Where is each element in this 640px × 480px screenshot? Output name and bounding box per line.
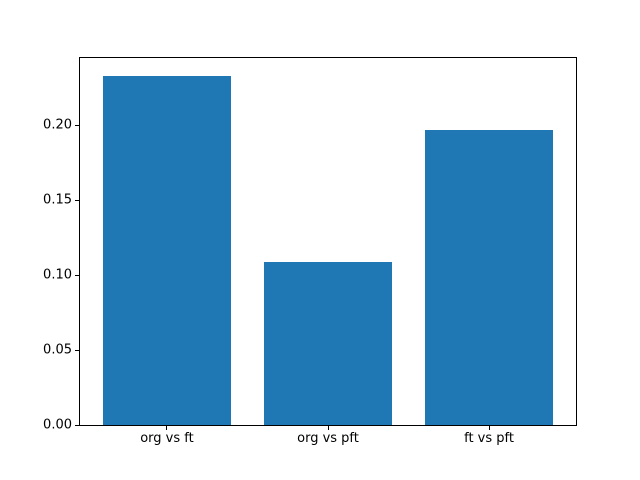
x-tick-label-ft-vs-pft: ft vs pft — [464, 431, 514, 446]
plot-area: 0.00 0.05 0.10 0.15 0.20 org vs ft org vs pft… — [43, 57, 577, 445]
y-tick-mark — [75, 349, 79, 351]
y-tick-mark — [75, 274, 79, 276]
bar-org-vs-pft — [263, 261, 393, 425]
bar-org-vs-ft — [102, 75, 232, 425]
y-tick-label: 0.10 — [43, 267, 72, 283]
y-tick-label: 0.00 — [43, 417, 72, 433]
y-tick-mark — [75, 124, 79, 126]
y-tick-label: 0.05 — [43, 342, 72, 358]
y-tick-label: 0.15 — [43, 192, 72, 208]
x-tick-mark — [327, 426, 329, 430]
x-tick-mark — [488, 426, 490, 430]
x-tick-label-org-vs-pft: org vs pft — [297, 431, 359, 446]
x-tick-mark — [166, 426, 168, 430]
bar-ft-vs-pft — [424, 129, 554, 425]
y-tick-label: 0.20 — [43, 117, 72, 133]
x-tick-label-org-vs-ft: org vs ft — [140, 431, 194, 446]
y-tick-mark — [75, 199, 79, 201]
y-tick-mark — [75, 424, 79, 426]
